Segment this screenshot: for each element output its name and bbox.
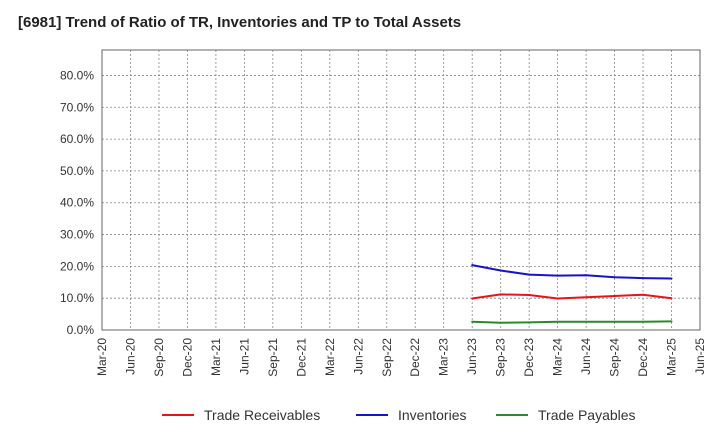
data-point xyxy=(499,293,502,296)
legend: Trade Receivables Inventories Trade Payabl… xyxy=(162,407,636,423)
data-point xyxy=(528,294,531,296)
x-tick-label: Dec-21 xyxy=(294,338,308,377)
data-point xyxy=(670,320,673,323)
data-point xyxy=(642,293,644,296)
x-tick-label: Jun-24 xyxy=(579,338,593,375)
plot-frame xyxy=(101,49,701,331)
x-tick-label: Mar-25 xyxy=(665,338,679,376)
data-point xyxy=(670,297,673,300)
data-point xyxy=(613,295,616,297)
data-point xyxy=(585,296,588,299)
x-tick-label: Mar-24 xyxy=(551,338,565,376)
data-point xyxy=(471,297,474,300)
x-tick-label: Dec-22 xyxy=(408,338,422,377)
data-point xyxy=(471,264,474,267)
legend-label: Trade Payables xyxy=(538,407,636,423)
data-point xyxy=(642,277,644,280)
series-line-1 xyxy=(472,264,672,280)
x-tick-label: Dec-24 xyxy=(636,338,650,377)
data-point xyxy=(585,320,588,323)
x-tick-label: Jun-21 xyxy=(237,338,251,375)
x-tick-label: Sep-20 xyxy=(152,338,166,377)
data-point xyxy=(471,320,474,323)
x-tick-label: Mar-21 xyxy=(209,338,223,376)
y-tick-label: 50.0% xyxy=(60,164,94,178)
data-point xyxy=(613,276,616,279)
data-point xyxy=(670,277,673,280)
series-line-2 xyxy=(472,320,672,324)
data-point xyxy=(499,269,502,272)
y-tick-label: 10.0% xyxy=(60,291,94,305)
y-tick-label: 20.0% xyxy=(60,259,94,273)
legend-label: Trade Receivables xyxy=(204,407,320,423)
x-tick-label: Dec-20 xyxy=(180,338,194,377)
legend-label: Inventories xyxy=(398,407,466,423)
x-tick-label: Jun-22 xyxy=(351,338,365,375)
x-tick-label: Jun-20 xyxy=(123,338,137,375)
data-point xyxy=(613,320,616,323)
x-tick-label: Sep-21 xyxy=(266,338,280,377)
data-point xyxy=(585,274,588,277)
data-point xyxy=(556,297,559,300)
axis-layer: 0.0% 10.0% 20.0% 30.0% 40.0% 50.0% 60.0% 70.0% 8… xyxy=(60,49,707,377)
data-point xyxy=(556,320,559,323)
x-tick-label: Mar-22 xyxy=(323,338,337,376)
x-tick-label: Jun-23 xyxy=(465,338,479,375)
series-line-0 xyxy=(472,293,672,300)
x-tick-label: Sep-23 xyxy=(494,338,508,377)
y-tick-label: 70.0% xyxy=(60,100,94,114)
x-tick-label: Mar-23 xyxy=(437,338,451,376)
x-tick-label: Dec-23 xyxy=(522,338,536,377)
grid-layer xyxy=(102,50,700,330)
y-tick-label: 0.0% xyxy=(67,323,95,337)
x-tick-label: Jun-25 xyxy=(693,338,707,375)
data-point xyxy=(499,321,502,324)
x-tick-label: Sep-24 xyxy=(608,338,622,377)
data-point xyxy=(528,321,531,324)
data-point xyxy=(556,274,559,277)
data-point xyxy=(642,320,644,323)
data-point xyxy=(528,273,531,276)
series-layer xyxy=(471,264,673,324)
y-tick-label: 40.0% xyxy=(60,196,94,210)
y-tick-label: 30.0% xyxy=(60,228,94,242)
x-tick-label: Sep-22 xyxy=(380,338,394,377)
y-tick-label: 60.0% xyxy=(60,132,94,146)
y-tick-label: 80.0% xyxy=(60,68,94,82)
chart-title: [6981] Trend of Ratio of TR, Inventories… xyxy=(18,14,462,31)
x-tick-label: Mar-20 xyxy=(95,338,109,376)
